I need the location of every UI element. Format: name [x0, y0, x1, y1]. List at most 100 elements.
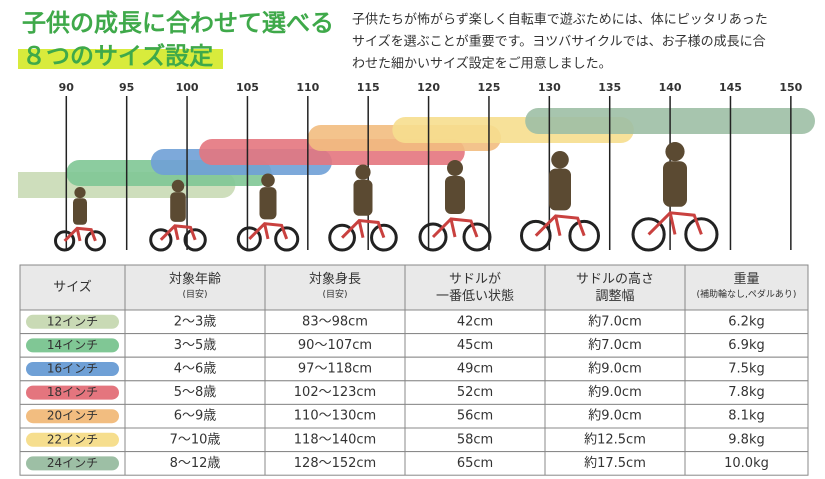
scale-label: 90	[59, 81, 75, 94]
size-pill	[26, 338, 119, 353]
size-pill	[26, 409, 119, 424]
rider-body	[170, 192, 186, 222]
cell-text: 7.5kg	[728, 362, 764, 377]
cell-text: 5〜8歳	[174, 385, 217, 400]
cell-text: 65cm	[457, 456, 493, 471]
size-pill	[26, 432, 119, 447]
cell-text: 約7.0cm	[588, 338, 642, 353]
cell-text: 約9.0cm	[588, 409, 642, 424]
cell-text: 4〜6歳	[174, 362, 217, 377]
height-bars	[18, 108, 815, 198]
cell-text: 9.8kg	[728, 432, 764, 447]
rider-head	[355, 164, 371, 180]
cell-text: 約17.5cm	[584, 456, 646, 471]
cell-text: 6〜9歳	[174, 409, 217, 424]
size-pill	[26, 385, 119, 400]
table-header-bg	[19, 264, 809, 311]
title-highlight	[18, 49, 223, 69]
size-label: 22インチ	[47, 432, 98, 446]
cell-text: 128〜152cm	[294, 456, 376, 471]
size-pill	[26, 314, 119, 329]
table-row	[19, 333, 809, 358]
bike-frame	[159, 224, 197, 241]
header-text: 重量	[733, 271, 759, 287]
rider-body	[73, 198, 87, 225]
rider-body	[549, 168, 571, 211]
table-row	[19, 309, 809, 335]
bike-frame	[341, 218, 386, 239]
size-pill	[26, 362, 119, 376]
header-text: サイズ	[53, 279, 92, 295]
cell-text: 56cm	[457, 409, 493, 424]
header-text: サドルが	[449, 272, 501, 287]
scale-label: 105	[236, 81, 259, 94]
wheel	[149, 228, 173, 252]
header-note: (補助輪なし,ペダルあり)	[697, 288, 797, 300]
bike-frame	[534, 214, 586, 237]
scale-label: 100	[176, 81, 199, 94]
size-label: 24インチ	[47, 456, 98, 470]
rider-head	[551, 151, 569, 169]
wheel	[274, 226, 300, 252]
cell-text: 42cm	[457, 314, 493, 329]
description-line: わせた細かいサイズ設定をご用意しました。	[352, 56, 612, 72]
rider-head	[447, 160, 463, 176]
bike-frame	[431, 217, 479, 239]
description-line: サイズを選ぶことが重要です。ヨツバサイクルでは、お子様の成長に合	[352, 34, 766, 50]
wheel	[418, 222, 448, 252]
table-row	[19, 356, 809, 382]
header-text: サドルの高さ	[576, 271, 654, 287]
wheel	[183, 228, 207, 252]
table-row	[19, 451, 809, 476]
description-line: 子供たちが怖がらず楽しく自転車で遊ぶためには、体にピッタリあった	[352, 12, 768, 28]
size-label: 20インチ	[47, 409, 98, 423]
header-text: 対象身長	[309, 271, 361, 287]
wheel	[236, 226, 262, 252]
scale-label: 140	[659, 81, 682, 94]
size-pill	[26, 456, 119, 471]
wheel	[84, 230, 107, 252]
rider-body	[663, 161, 687, 207]
header-note: (目安)	[322, 289, 347, 300]
bike-frame	[647, 211, 703, 236]
cell-text: 約9.0cm	[588, 362, 642, 377]
header-text: 対象年齢	[169, 272, 221, 287]
cell-text: 約9.0cm	[588, 385, 642, 400]
wheel	[684, 217, 719, 252]
cell-text: 97〜118cm	[298, 362, 372, 377]
cell-text: 102〜123cm	[294, 385, 376, 400]
cell-text: 約12.5cm	[584, 432, 646, 447]
size-label: 12インチ	[47, 314, 98, 328]
cell-text: 10.0kg	[724, 456, 769, 471]
cell-text: 83〜98cm	[302, 314, 368, 329]
cell-text: 8〜12歳	[170, 456, 221, 471]
title-line: 子供の成長に合わせて選べる	[22, 9, 334, 37]
table-row	[19, 380, 809, 405]
scale-label: 145	[719, 81, 742, 94]
scale-label: 150	[779, 81, 802, 94]
cell-text: 49cm	[457, 362, 493, 377]
rider-head	[261, 173, 275, 188]
scale-label: 135	[598, 81, 621, 94]
cell-text: 8.1kg	[728, 409, 764, 424]
title-line: ８つのサイズ設定	[22, 42, 213, 70]
cell-text: 45cm	[457, 338, 493, 353]
bike-frame	[248, 222, 289, 241]
scale-label: 110	[296, 81, 319, 94]
wheel	[462, 222, 492, 252]
rider-head	[74, 187, 86, 199]
scale-label: 120	[417, 81, 440, 94]
wheel	[370, 223, 398, 252]
cell-text: 118〜140cm	[294, 432, 376, 447]
scale-label: 95	[119, 81, 134, 94]
header-text: 一番低い状態	[436, 289, 514, 304]
cell-text: 6.2kg	[728, 314, 764, 329]
wheel	[54, 230, 76, 252]
cell-text: 58cm	[457, 432, 493, 447]
rider-head	[171, 179, 185, 193]
rider-body	[259, 187, 277, 220]
scale-label: 130	[538, 81, 561, 94]
header-text: 調整幅	[595, 289, 634, 304]
